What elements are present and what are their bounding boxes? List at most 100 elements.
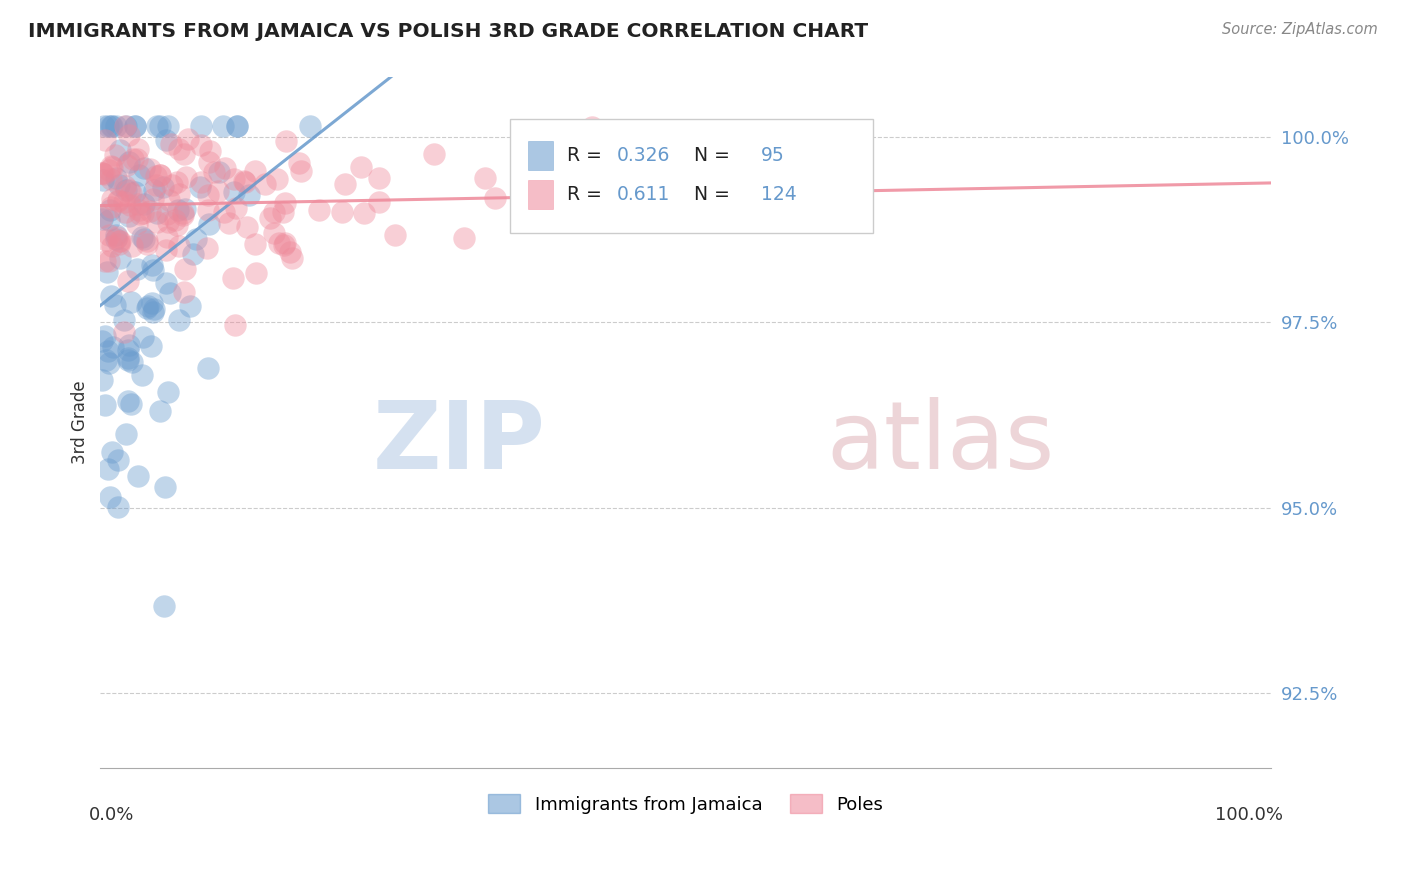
Point bbox=[97, 212, 120, 227]
Point bbox=[93, 167, 115, 181]
Point bbox=[453, 231, 475, 245]
Text: Source: ZipAtlas.com: Source: ZipAtlas.com bbox=[1222, 22, 1378, 37]
Point bbox=[155, 207, 177, 221]
Point bbox=[97, 462, 120, 476]
Point bbox=[135, 237, 157, 252]
Point bbox=[94, 398, 117, 412]
Point bbox=[97, 343, 120, 358]
Point bbox=[117, 273, 139, 287]
Point bbox=[142, 183, 165, 197]
Point bbox=[128, 202, 150, 217]
Point bbox=[101, 160, 124, 174]
Point bbox=[94, 254, 117, 268]
Point bbox=[233, 174, 256, 188]
Point bbox=[202, 165, 225, 179]
Point bbox=[107, 500, 129, 514]
Point bbox=[101, 192, 124, 206]
Point bbox=[226, 119, 249, 133]
Point bbox=[174, 170, 197, 185]
Point bbox=[118, 198, 141, 212]
Point bbox=[224, 318, 246, 332]
Point bbox=[222, 271, 245, 285]
Point bbox=[108, 143, 131, 157]
Point bbox=[127, 261, 149, 276]
Point bbox=[94, 233, 117, 247]
Point bbox=[115, 119, 138, 133]
Point bbox=[423, 147, 446, 161]
Point bbox=[91, 173, 114, 187]
Point bbox=[142, 263, 165, 277]
Point bbox=[108, 234, 131, 248]
Point bbox=[167, 186, 190, 201]
Point bbox=[149, 168, 172, 182]
Point bbox=[167, 142, 190, 156]
Point bbox=[97, 253, 120, 268]
Point bbox=[157, 215, 180, 229]
Point bbox=[100, 172, 122, 186]
Text: N =: N = bbox=[682, 186, 737, 204]
Point bbox=[166, 218, 188, 232]
Point bbox=[367, 170, 389, 185]
Point bbox=[125, 217, 148, 231]
Point bbox=[190, 137, 212, 152]
Point bbox=[156, 230, 179, 244]
Point bbox=[208, 165, 231, 179]
Text: 0.326: 0.326 bbox=[617, 146, 671, 165]
Point bbox=[274, 134, 297, 148]
Point bbox=[93, 119, 115, 133]
Point bbox=[131, 368, 153, 382]
Point bbox=[222, 185, 245, 199]
FancyBboxPatch shape bbox=[527, 141, 554, 170]
Text: 95: 95 bbox=[761, 146, 785, 165]
Point bbox=[100, 119, 122, 133]
Point bbox=[160, 178, 183, 193]
Point bbox=[384, 227, 406, 242]
Point bbox=[368, 195, 391, 210]
Point bbox=[114, 119, 136, 133]
Point bbox=[124, 119, 146, 133]
Point bbox=[112, 194, 135, 209]
Point bbox=[153, 480, 176, 494]
Legend: Immigrants from Jamaica, Poles: Immigrants from Jamaica, Poles bbox=[481, 787, 890, 821]
Point bbox=[173, 202, 195, 216]
Point bbox=[157, 384, 180, 399]
Point bbox=[117, 182, 139, 196]
Point bbox=[474, 171, 496, 186]
Text: IMMIGRANTS FROM JAMAICA VS POLISH 3RD GRADE CORRELATION CHART: IMMIGRANTS FROM JAMAICA VS POLISH 3RD GR… bbox=[28, 22, 869, 41]
Point bbox=[212, 119, 235, 133]
Point bbox=[288, 156, 311, 170]
Point bbox=[225, 201, 247, 215]
Point bbox=[190, 119, 212, 133]
Point bbox=[114, 178, 136, 193]
Point bbox=[90, 334, 112, 348]
Point bbox=[121, 152, 143, 166]
Point bbox=[149, 404, 172, 418]
Point bbox=[114, 204, 136, 219]
Point bbox=[281, 251, 304, 265]
Point bbox=[145, 178, 167, 192]
Point bbox=[214, 161, 236, 175]
Point bbox=[97, 119, 120, 133]
Point bbox=[98, 490, 121, 504]
Point bbox=[101, 239, 124, 253]
Point bbox=[484, 191, 506, 205]
Point bbox=[108, 178, 131, 193]
Point bbox=[186, 232, 208, 246]
Point bbox=[100, 200, 122, 214]
Point bbox=[121, 239, 143, 253]
Point bbox=[97, 228, 120, 243]
Point bbox=[655, 204, 678, 219]
Point bbox=[107, 194, 129, 208]
Text: atlas: atlas bbox=[827, 397, 1054, 490]
Point bbox=[117, 353, 139, 368]
Text: R =: R = bbox=[568, 186, 609, 204]
Point bbox=[94, 133, 117, 147]
Point bbox=[207, 184, 229, 198]
Point bbox=[155, 277, 177, 291]
Point bbox=[124, 119, 146, 133]
Point bbox=[117, 128, 139, 142]
Point bbox=[245, 164, 267, 178]
Point bbox=[152, 179, 174, 194]
Point bbox=[157, 119, 180, 133]
Point bbox=[149, 168, 172, 182]
